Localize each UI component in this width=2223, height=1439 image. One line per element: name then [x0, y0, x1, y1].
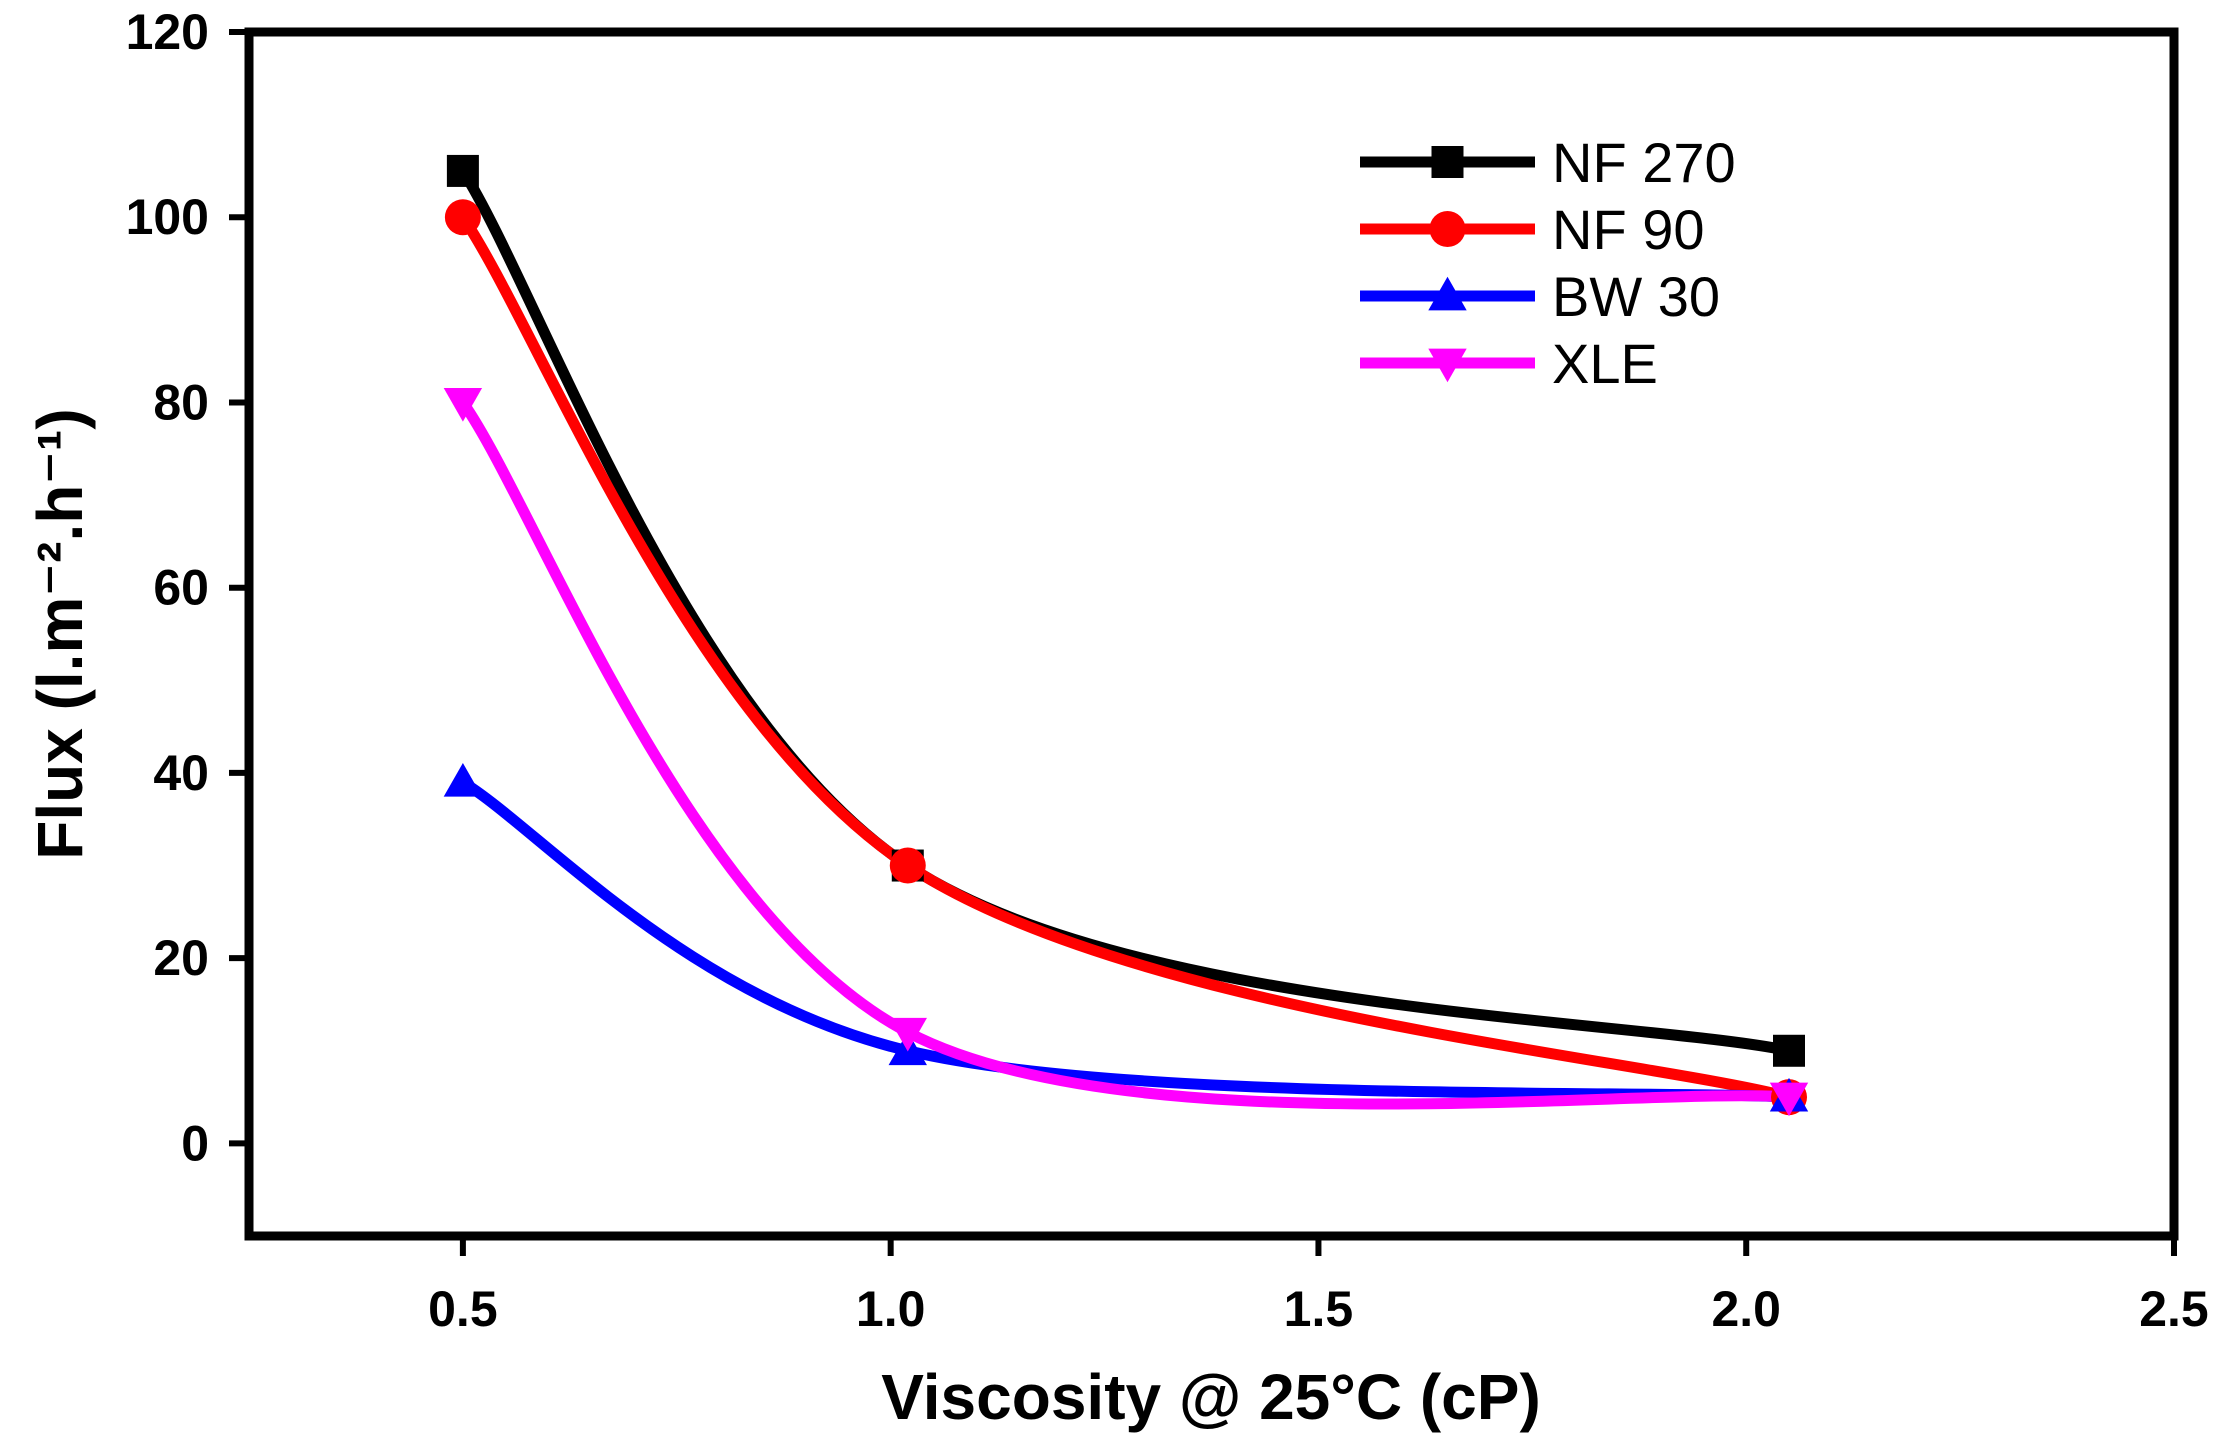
x-tick-label: 1.5 — [1284, 1281, 1354, 1337]
series-line-bw-30 — [457, 776, 1795, 1103]
x-tick-label: 0.5 — [428, 1281, 498, 1337]
y-tick-label: 20 — [153, 930, 209, 986]
y-tick-label: 80 — [153, 374, 209, 430]
x-tick-label: 1.0 — [856, 1281, 926, 1337]
y-tick-label: 60 — [153, 560, 209, 616]
legend-label-xle: XLE — [1552, 332, 1658, 395]
legend-marker-xle — [1428, 348, 1467, 383]
x-tick-label: 2.0 — [1711, 1281, 1781, 1337]
data-point-xle — [1769, 1082, 1809, 1117]
data-point-xle — [443, 388, 483, 422]
data-point-nf-90 — [889, 847, 926, 884]
x-tick-label: 2.5 — [2139, 1281, 2209, 1337]
y-tick-label: 100 — [126, 189, 209, 245]
legend-label-nf-90: NF 90 — [1552, 198, 1705, 261]
legend-label-nf-270: NF 270 — [1552, 131, 1736, 194]
series-line-xle — [457, 396, 1795, 1110]
y-tick-label: 0 — [181, 1115, 209, 1171]
y-tick-label: 40 — [153, 745, 209, 801]
legend-marker-nf-270 — [1431, 146, 1464, 178]
data-point-xle — [888, 1017, 927, 1052]
series-markers — [443, 154, 1809, 1117]
axis-ticks: 0.5 1.0 1.5 2.0 2.5 0 20 40 60 80 100 120 — [126, 4, 2209, 1337]
x-axis-title: Viscosity @ 25°C (cP) — [881, 1361, 1541, 1433]
legend-marker-bw-30 — [1428, 276, 1467, 311]
legend-marker-nf-90 — [1429, 211, 1466, 247]
data-point-bw-30 — [443, 762, 483, 797]
plot-frame — [244, 27, 2179, 1241]
data-point-nf-90 — [444, 199, 481, 236]
legend-label-bw-30: BW 30 — [1552, 265, 1720, 328]
data-point-nf-270 — [1773, 1034, 1805, 1067]
data-point-nf-270 — [446, 154, 479, 187]
y-axis-title: Flux (l.m⁻².h⁻¹) — [24, 408, 96, 860]
y-tick-label: 120 — [126, 4, 209, 60]
